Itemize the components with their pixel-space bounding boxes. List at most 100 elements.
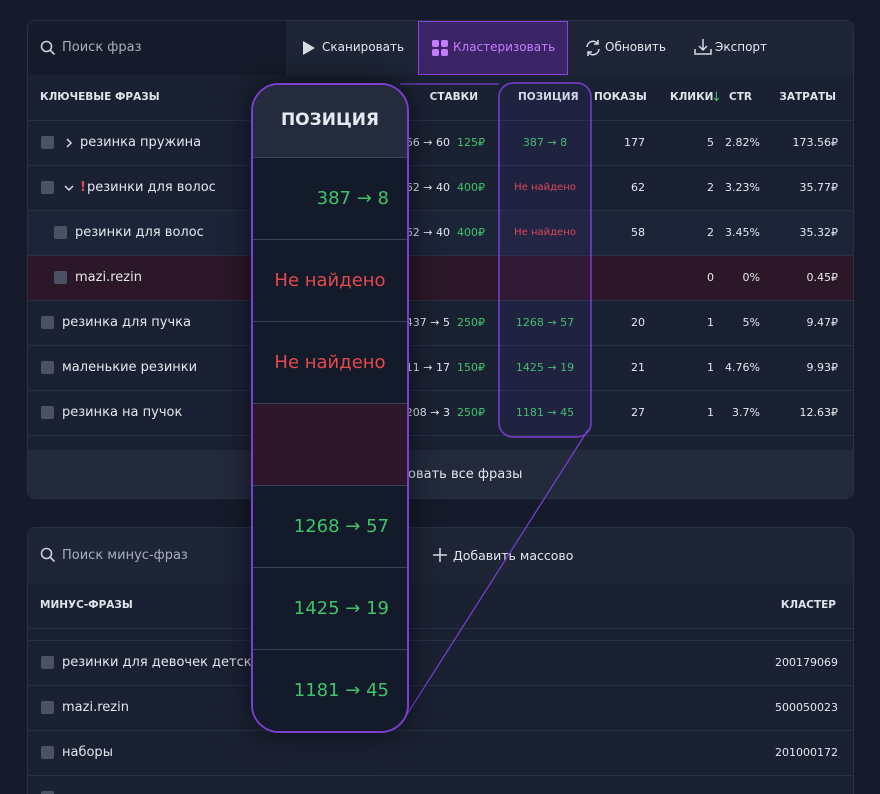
bid: 437 → 5 — [405, 316, 450, 329]
phrase: резинка пружина — [80, 135, 202, 150]
phrase: mazi.rezin — [75, 270, 142, 285]
cost: 9.93₽ — [806, 361, 839, 374]
bid-price: 125₽ — [457, 136, 485, 149]
position: 387 → 8 — [500, 120, 590, 165]
clicks: 1 — [707, 316, 714, 329]
ctr: 4.76% — [725, 361, 760, 374]
phrase: маленькие резинки — [62, 360, 198, 375]
cost: 0.45₽ — [806, 271, 839, 284]
row-divider — [28, 435, 853, 436]
zoom-position: Не найдено — [274, 270, 386, 291]
search-box[interactable] — [28, 21, 286, 75]
impressions: 58 — [631, 226, 645, 239]
ctr: 3.7% — [732, 406, 760, 419]
refresh-icon — [586, 40, 600, 56]
checkbox[interactable] — [41, 656, 54, 669]
cost: 12.63₽ — [799, 406, 839, 419]
search-icon — [40, 40, 56, 56]
zoom-cell — [253, 322, 407, 404]
bid: 208 → 3 — [405, 406, 450, 419]
bid-price: 250₽ — [457, 406, 485, 419]
cluster-icon — [432, 40, 448, 56]
checkbox[interactable] — [41, 361, 54, 374]
minus-phrase: mazi.rezin — [62, 700, 129, 715]
checkbox[interactable] — [41, 181, 54, 194]
footer-button[interactable] — [28, 450, 853, 498]
bid-price: 250₽ — [457, 316, 485, 329]
zoom-cell — [253, 568, 407, 650]
phrase: резинки для волос — [87, 180, 216, 195]
checkbox[interactable] — [41, 406, 54, 419]
bid-price: 400₽ — [457, 226, 485, 239]
row-divider — [28, 628, 853, 629]
row-divider — [28, 640, 853, 641]
bid: 62 → 40 — [405, 226, 450, 239]
cost: 9.47₽ — [806, 316, 839, 329]
row-divider — [28, 730, 853, 731]
row-divider — [28, 300, 853, 301]
zoom-cell — [253, 404, 407, 486]
scan-button[interactable]: Сканировать — [322, 40, 405, 54]
column-header: СТАВКИ — [429, 91, 478, 103]
position: Не найдено — [500, 210, 590, 255]
checkbox[interactable] — [41, 701, 54, 714]
clicks: 5 — [707, 136, 714, 149]
bid: 62 → 40 — [405, 181, 450, 194]
checkbox[interactable] — [54, 226, 67, 239]
zoom-position: 1181 → 45 — [293, 680, 389, 701]
checkbox[interactable] — [41, 136, 54, 149]
ctr: 3.45% — [725, 226, 760, 239]
row-bg — [28, 256, 853, 300]
zoom-cell — [253, 486, 407, 568]
zoom-header: ПОЗИЦИЯ — [253, 85, 407, 158]
checkbox[interactable] — [41, 746, 54, 759]
search-placeholder: Поиск фраз — [62, 40, 142, 55]
phrase: резинка на пучок — [62, 405, 183, 420]
cluster: 500050023 — [775, 701, 838, 714]
column-header: МИНУС-ФРАЗЫ — [40, 599, 133, 611]
sort-arrow: ↓ — [711, 90, 722, 105]
cost: 35.32₽ — [799, 226, 839, 239]
zoom-position: 1268 → 57 — [293, 516, 389, 537]
impressions: 62 — [631, 181, 645, 194]
bid: 66 → 60 — [405, 136, 450, 149]
export-button[interactable]: Экспорт — [715, 40, 768, 54]
column-header: ПОЗИЦИЯ — [518, 75, 579, 120]
row-divider — [28, 345, 853, 346]
clicks: 2 — [707, 181, 714, 194]
export-icon — [694, 39, 712, 55]
column-header: КЛАСТЕР — [780, 599, 836, 611]
position: 1181 → 45 — [500, 390, 590, 435]
minus-search-placeholder: Поиск минус-фраз — [62, 548, 188, 563]
plus-icon — [433, 548, 447, 562]
row-divider — [28, 210, 853, 211]
zoom-position: Не найдено — [274, 352, 386, 373]
zoom-callout: ПОЗИЦИЯ 387 → 8 Не найдено Не найдено 1268 →… — [251, 83, 409, 733]
expand-chevron[interactable] — [64, 183, 74, 193]
column-header: ПОКАЗЫ — [594, 91, 647, 103]
impressions: 21 — [631, 361, 645, 374]
footer-label: овать все фразы — [408, 467, 523, 482]
bid: 611 → 17 — [398, 361, 450, 374]
position: 1268 → 57 — [500, 300, 590, 345]
expand-chevron[interactable] — [64, 138, 74, 148]
zoom-position: 387 → 8 — [316, 188, 389, 209]
row-divider — [28, 775, 853, 776]
add-bulk-button[interactable]: Добавить массово — [453, 548, 574, 563]
zoom-cell — [253, 650, 407, 731]
checkbox[interactable] — [41, 791, 54, 794]
refresh-button[interactable]: Обновить — [605, 40, 666, 54]
checkbox[interactable] — [54, 271, 67, 284]
ctr: 3.23% — [725, 181, 760, 194]
cluster-button[interactable] — [418, 21, 568, 75]
row-divider — [28, 165, 853, 166]
ctr: 0% — [742, 271, 760, 284]
cost: 35.77₽ — [799, 181, 839, 194]
row-bg — [28, 211, 853, 255]
checkbox[interactable] — [41, 316, 54, 329]
impressions: 177 — [624, 136, 645, 149]
clicks: 2 — [707, 226, 714, 239]
warning-flag: ! — [80, 180, 86, 195]
